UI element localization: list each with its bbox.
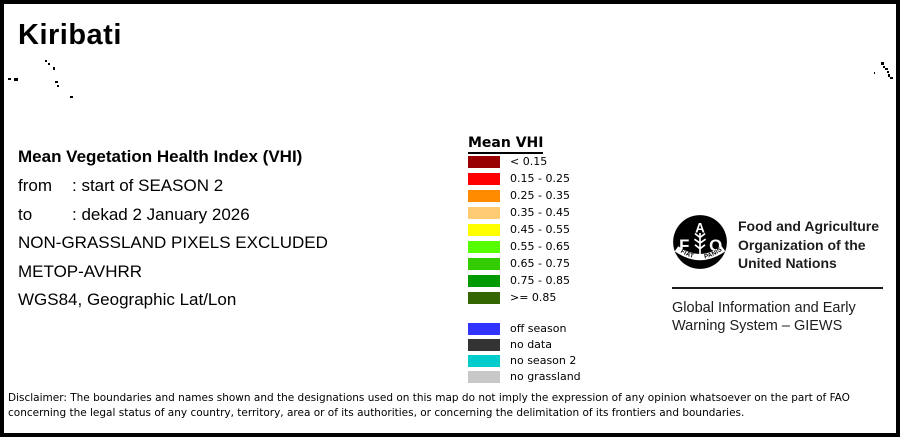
legend-row: off season [468, 323, 581, 335]
fao-letter-f: F [679, 236, 689, 255]
fao-org-line2: Organization of the [738, 236, 866, 253]
legend-color-swatch [468, 323, 500, 335]
giews-label: Global Information and Early Warning Sys… [672, 300, 856, 335]
info-to-label: to [18, 205, 33, 224]
legend-label: < 0.15 [510, 155, 548, 168]
legend-row: 0.45 - 0.55 [468, 224, 570, 236]
island-dot [885, 68, 888, 70]
fao-letter-a: A [695, 220, 705, 235]
legend-row: 0.35 - 0.45 [468, 207, 570, 219]
info-heading: Mean Vegetation Health Index (VHI) [18, 147, 303, 166]
legend-label: 0.45 - 0.55 [510, 223, 570, 236]
legend-color-swatch [468, 173, 500, 185]
disclaimer-line1: Disclaimer: The boundaries and names sho… [8, 392, 850, 404]
legend-row: 0.75 - 0.85 [468, 275, 570, 287]
island-dot [70, 96, 73, 98]
island-dot [888, 74, 890, 77]
island-dots-layer [4, 4, 896, 433]
legend-row: >= 0.85 [468, 292, 570, 304]
legend-color-swatch [468, 156, 500, 168]
disclaimer-line2: concerning the legal status of any count… [8, 406, 745, 419]
island-dot [874, 72, 875, 74]
legend-label: 0.55 - 0.65 [510, 240, 570, 253]
legend-color-swatch [468, 207, 500, 219]
legend-row: 0.25 - 0.35 [468, 190, 570, 202]
legend-color-swatch [468, 224, 500, 236]
legend-row: < 0.15 [468, 156, 570, 168]
info-projection-line: WGS84, Geographic Lat/Lon [18, 290, 237, 309]
island-dot [881, 62, 884, 65]
legend-label: off season [510, 322, 567, 335]
legend-row: no season 2 [468, 355, 581, 367]
legend-label: no grassland [510, 370, 581, 383]
legend-label: 0.35 - 0.45 [510, 206, 570, 219]
legend-color-swatch [468, 371, 500, 383]
island-dot [890, 77, 893, 79]
fao-org-line1: Food and Agriculture [738, 218, 880, 234]
legend-row: 0.55 - 0.65 [468, 241, 570, 253]
legend-label: 0.15 - 0.25 [510, 172, 570, 185]
island-dot [8, 78, 11, 80]
legend-label: no season 2 [510, 354, 577, 367]
legend-color-swatch [468, 355, 500, 367]
legend-row: no data [468, 339, 581, 351]
disclaimer: Disclaimer: The boundaries and names sho… [8, 391, 850, 420]
status-legend: off season no data no season 2 no grassland [468, 323, 581, 383]
fao-org-line3: United Nations [738, 255, 837, 271]
vhi-legend: < 0.15 0.15 - 0.25 0.25 - 0.35 0.35 - 0.45 0… [468, 156, 570, 304]
legend-label: >= 0.85 [510, 291, 557, 304]
island-dot [45, 60, 47, 62]
info-to-line: to : dekad 2 January 2026 [18, 205, 250, 225]
legend-row: 0.65 - 0.75 [468, 258, 570, 270]
legend-label: 0.65 - 0.75 [510, 257, 570, 270]
info-from-label: from [18, 176, 52, 195]
legend-row: no grassland [468, 371, 581, 383]
legend-color-swatch [468, 190, 500, 202]
info-from-line: from : start of SEASON 2 [18, 176, 223, 196]
wheat-icon [693, 232, 707, 259]
info-from-value: : start of SEASON 2 [72, 176, 224, 195]
island-dot [14, 78, 18, 81]
info-to-value: : dekad 2 January 2026 [72, 205, 250, 224]
giews-line2: Warning System – GIEWS [672, 317, 843, 334]
info-sensor-line: METOP-AVHRR [18, 262, 143, 281]
island-dot [48, 63, 50, 65]
island-dot [55, 81, 58, 83]
island-dot [57, 85, 59, 87]
legend-row: 0.15 - 0.25 [468, 173, 570, 185]
island-dot [883, 66, 885, 68]
island-dot [53, 67, 55, 70]
island-dot [887, 71, 889, 73]
info-pixels-line: NON-GRASSLAND PIXELS EXCLUDED [18, 233, 328, 252]
fao-divider [672, 287, 883, 289]
legend-color-swatch [468, 275, 500, 287]
fao-logo-icon: A F O FIAT PANIS [673, 215, 727, 269]
legend-heading: Mean VHI [468, 135, 544, 154]
legend-color-swatch [468, 292, 500, 304]
fao-org-name: Food and Agriculture Organization of the… [738, 217, 879, 273]
page-title: Kiribati [18, 19, 122, 51]
legend-label: 0.25 - 0.35 [510, 189, 570, 202]
legend-color-swatch [468, 241, 500, 253]
legend-label: no data [510, 338, 552, 351]
legend-color-swatch [468, 339, 500, 351]
legend-label: 0.75 - 0.85 [510, 274, 570, 287]
legend-color-swatch [468, 258, 500, 270]
giews-line1: Global Information and Early [672, 300, 856, 316]
